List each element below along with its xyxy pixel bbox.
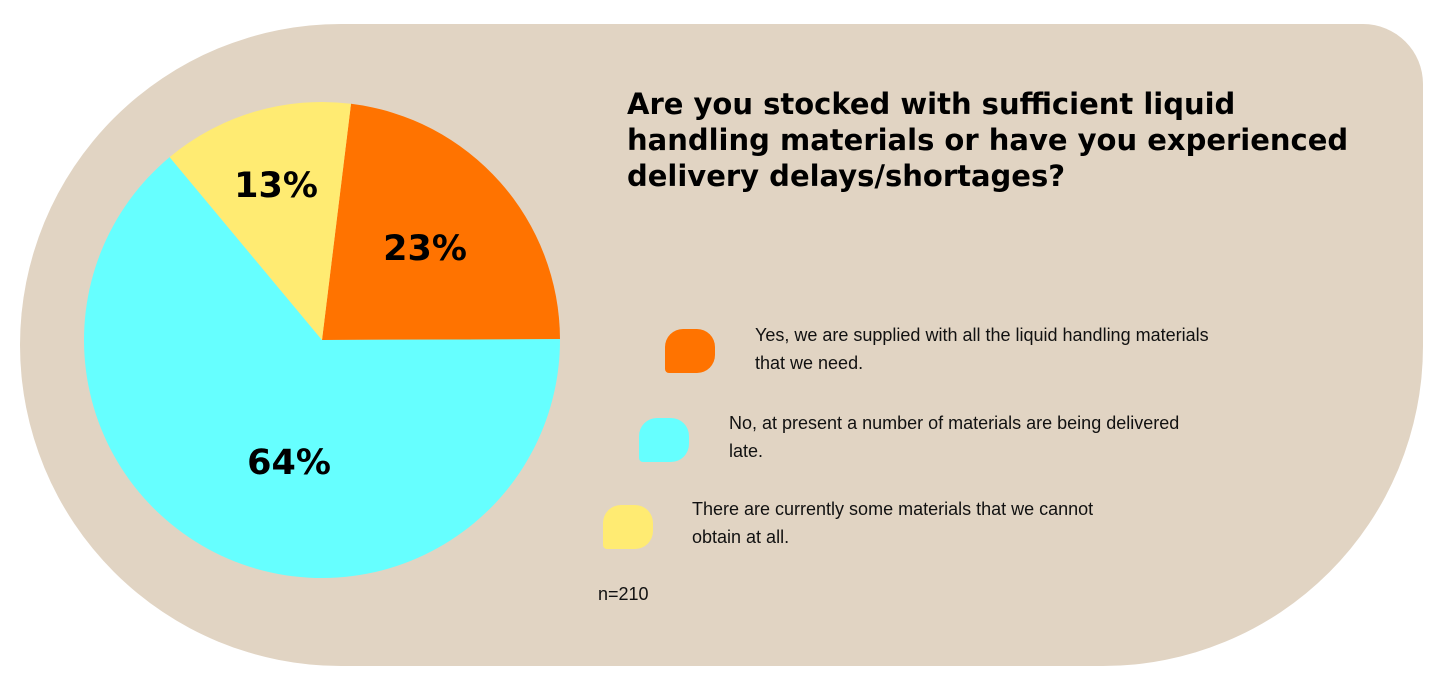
pie-slice [169,102,352,340]
legend-swatch-yes [665,329,715,373]
legend-label-late: No, at present a number of materials are… [729,413,1180,461]
legend-swatch-late [639,418,689,462]
legend-label-unobtainable: There are currently some materials that … [692,499,1094,547]
slice-data-label: 23% [383,229,467,269]
pie-slice [322,103,560,340]
slice-data-label: 64% [247,443,331,483]
pie-slice [83,157,560,578]
legend-label-yes: Yes, we are supplied with all the liquid… [755,325,1209,373]
legend-swatch-unobtainable [603,505,653,549]
slice-data-label: 13% [234,166,318,206]
chart-title: Are you stocked with sufficient liquid h… [627,87,1349,193]
sample-size-note: n=210 [598,584,649,604]
